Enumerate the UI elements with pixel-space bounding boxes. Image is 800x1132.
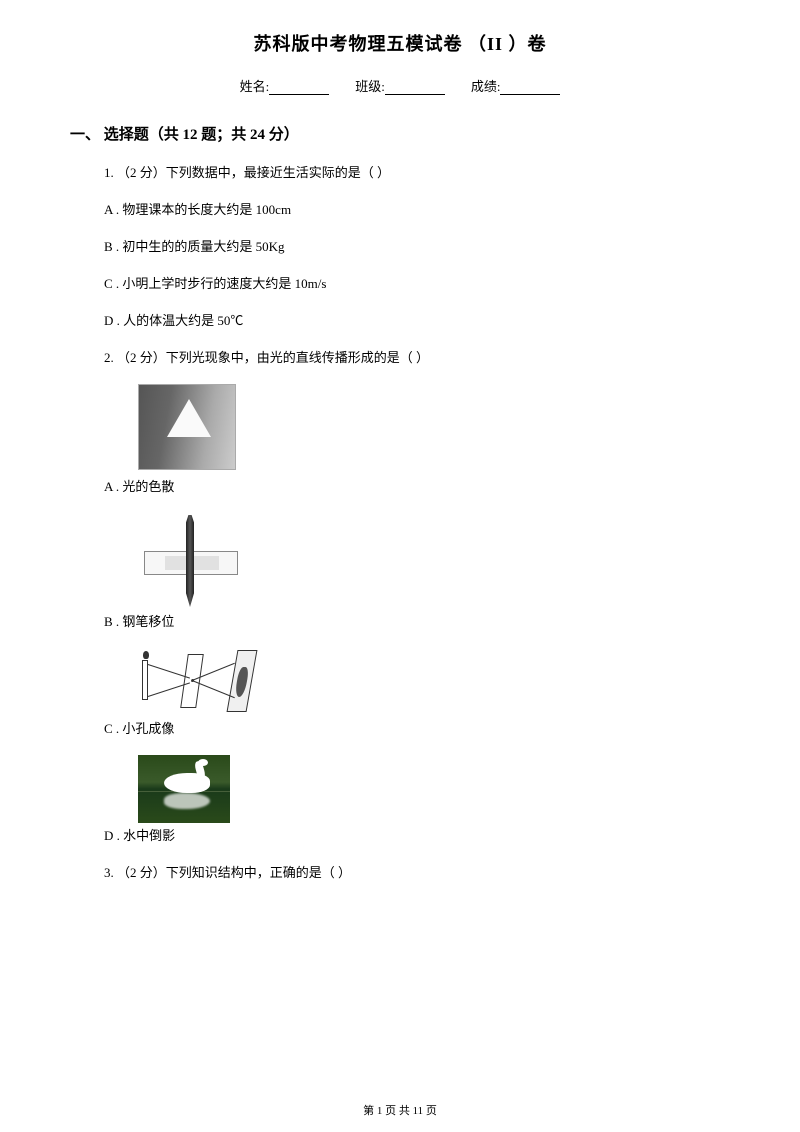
q2-option-c-row: C . 小孔成像 bbox=[104, 718, 730, 737]
q1-option-b: B . 初中生的的质量大约是 50Kg bbox=[104, 236, 730, 255]
q3-stem: 3. （2 分）下列知识结构中，正确的是（ ） bbox=[104, 862, 730, 881]
q1-option-a: A . 物理课本的长度大约是 100cm bbox=[104, 199, 730, 218]
q2-option-d-row: D . 水中倒影 bbox=[104, 825, 730, 844]
page-footer: 第 1 页 共 11 页 bbox=[0, 1102, 800, 1118]
score-blank[interactable] bbox=[500, 81, 560, 95]
q1-option-c: C . 小明上学时步行的速度大约是 10m/s bbox=[104, 273, 730, 292]
student-info-line: 姓名: 班级: 成绩: bbox=[70, 76, 730, 95]
q2-option-d: D . 水中倒影 bbox=[104, 825, 175, 844]
prism-dispersion-image bbox=[138, 384, 236, 470]
name-blank[interactable] bbox=[269, 81, 329, 95]
q1-option-d: D . 人的体温大约是 50℃ bbox=[104, 310, 730, 329]
pen-refraction-image bbox=[138, 513, 246, 609]
q2-option-c: C . 小孔成像 bbox=[104, 718, 174, 737]
section-1-header: 一、 选择题（共 12 题；共 24 分） bbox=[70, 123, 730, 144]
swan-reflection-image bbox=[138, 755, 230, 823]
score-label: 成绩: bbox=[471, 79, 501, 94]
class-label: 班级: bbox=[355, 79, 385, 94]
q2-option-a: A . 光的色散 bbox=[104, 476, 174, 495]
exam-title: 苏科版中考物理五模试卷 （II ）卷 bbox=[70, 30, 730, 56]
q2-stem: 2. （2 分）下列光现象中，由光的直线传播形成的是（ ） bbox=[104, 347, 730, 366]
class-blank[interactable] bbox=[385, 81, 445, 95]
q2-option-a-row: A . 光的色散 bbox=[104, 476, 730, 495]
q2-option-b-row: B . 钢笔移位 bbox=[104, 611, 730, 630]
q1-stem: 1. （2 分）下列数据中，最接近生活实际的是（ ） bbox=[104, 162, 730, 181]
pinhole-imaging-image bbox=[138, 648, 258, 716]
name-label: 姓名: bbox=[240, 79, 270, 94]
q2-option-b: B . 钢笔移位 bbox=[104, 611, 174, 630]
